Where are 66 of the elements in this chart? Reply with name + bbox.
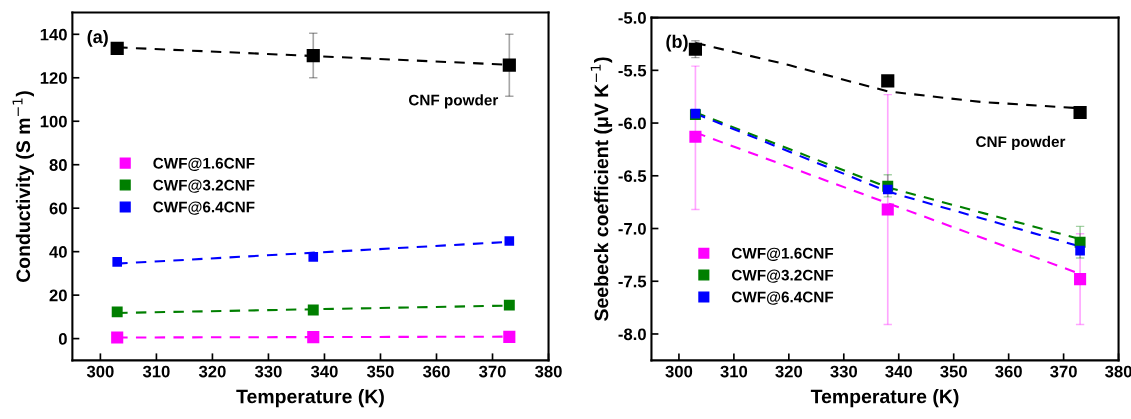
point — [881, 74, 895, 88]
y-tick-label: 140 — [40, 28, 67, 41]
point — [502, 58, 516, 72]
x-tick-label: 370 — [479, 365, 506, 378]
x-tick-label: 320 — [198, 365, 226, 378]
y-tick-label: -5.0 — [618, 12, 646, 24]
x-tick-label: 310 — [142, 365, 170, 378]
x-tick-label: 350 — [940, 365, 967, 378]
point — [689, 130, 702, 143]
x-tick-label: 360 — [422, 365, 450, 378]
y-tick-label: -7.5 — [618, 275, 647, 288]
x-tick-label: 330 — [830, 365, 858, 378]
legend-label: CWF@1.6CNF — [731, 247, 834, 261]
x-tick-label: 340 — [885, 365, 912, 378]
y-tick-label: -7.0 — [618, 222, 646, 235]
point — [503, 330, 516, 343]
point — [111, 331, 124, 344]
legend-label: CWF@1.6CNF — [153, 157, 255, 171]
y-tick-label: 20 — [49, 289, 67, 302]
x-tick-label: 370 — [1050, 365, 1077, 378]
point — [112, 257, 123, 267]
x-tick-label: 380 — [1105, 365, 1131, 378]
annotation: CNF powder — [976, 135, 1066, 151]
y-tick-label: -6.5 — [618, 170, 647, 182]
x-tick-label: 380 — [535, 365, 562, 378]
legend-label: CWF@3.2CNF — [153, 179, 255, 193]
annotation: (a) — [87, 29, 108, 47]
x-tick-label: 300 — [86, 365, 114, 378]
x-tick-label: 300 — [665, 365, 693, 378]
x-tick-label: 320 — [775, 365, 803, 378]
y-tick-label: 120 — [40, 72, 67, 84]
x-tick-label: 330 — [254, 365, 282, 378]
y-tick-label: -8.0 — [618, 328, 646, 341]
point — [1074, 273, 1087, 286]
annotation: CNF powder — [408, 94, 499, 109]
point — [881, 203, 894, 216]
y-tick-label: 40 — [49, 246, 67, 258]
point — [307, 304, 319, 316]
y-axis-title: Seebeck coefficient (μV K$^{−1}$) — [590, 57, 613, 321]
point — [307, 331, 320, 344]
y-tick-label: -5.5 — [618, 64, 647, 77]
point — [503, 299, 515, 311]
annotation: (b) — [666, 34, 688, 52]
y-tick-label: 100 — [40, 115, 67, 128]
x-tick-label: 360 — [995, 365, 1022, 378]
point — [306, 49, 320, 63]
point — [882, 184, 893, 195]
point — [308, 252, 319, 262]
legend-label: CWF@6.4CNF — [153, 201, 255, 215]
x-tick-label: 350 — [366, 365, 394, 378]
point — [1073, 105, 1087, 120]
y-tick-label: -6.0 — [618, 117, 646, 130]
x-tick-label: 340 — [310, 365, 338, 378]
x-tick-label: 310 — [720, 365, 748, 378]
y-tick-label: 80 — [49, 159, 67, 171]
y-tick-label: 60 — [49, 202, 67, 215]
x-axis-title: Temperature (K) — [810, 389, 959, 408]
point — [111, 306, 123, 318]
legend-label: CWF@6.4CNF — [731, 291, 834, 305]
legend-label: CWF@3.2CNF — [731, 269, 834, 283]
x-axis-title: Temperature (K) — [236, 389, 384, 408]
y-axis-title: Conductivity (S m$^{−1}$) — [12, 91, 34, 282]
point — [1075, 245, 1085, 256]
y-tick-label: 0 — [58, 333, 67, 345]
point — [504, 236, 515, 246]
point — [110, 41, 124, 56]
